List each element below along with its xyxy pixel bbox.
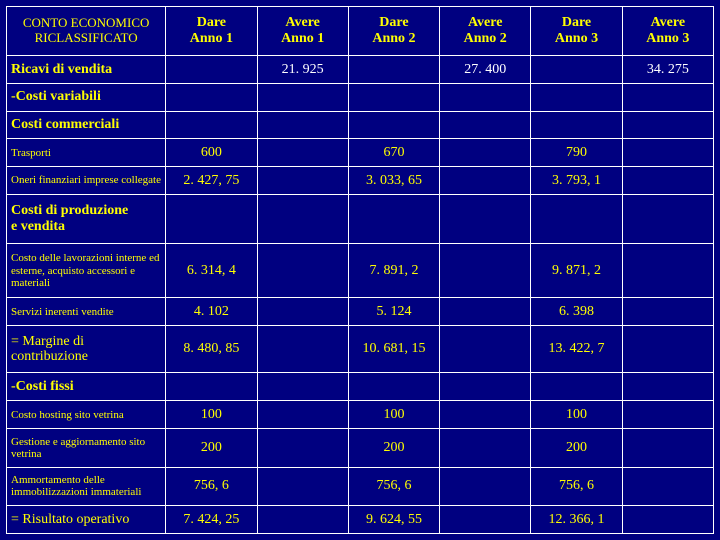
row-hosting: Costo hosting sito vetrina 100 100 100 <box>7 401 714 429</box>
row-costi-commerciali: Costi commerciali <box>7 111 714 139</box>
dare1: 200 <box>166 428 257 467</box>
row-trasporti: Trasporti 600 670 790 <box>7 139 714 167</box>
avere1: 21. 925 <box>257 56 348 84</box>
row-oneri: Oneri finanziari imprese collegate 2. 42… <box>7 167 714 195</box>
dare1: 8. 480, 85 <box>166 326 257 373</box>
table-container: CONTO ECONOMICO RICLASSIFICATO DareAnno … <box>0 0 720 540</box>
row-costi-variabili: -Costi variabili <box>7 83 714 111</box>
label: Costi di produzionee vendita <box>7 194 166 243</box>
dare3: 13. 422, 7 <box>531 326 622 373</box>
dare1: 756, 6 <box>166 467 257 506</box>
header-avere3: AvereAnno 3 <box>622 7 713 56</box>
label: Oneri finanziari imprese collegate <box>7 167 166 195</box>
dare3: 9. 871, 2 <box>531 243 622 298</box>
dare2: 5. 124 <box>348 298 439 326</box>
label: -Costi fissi <box>7 373 166 401</box>
label: = Risultato operativo <box>7 506 166 534</box>
dare3: 200 <box>531 428 622 467</box>
dare3: 3. 793, 1 <box>531 167 622 195</box>
row-costi-fissi: -Costi fissi <box>7 373 714 401</box>
row-ricavi: Ricavi di vendita 21. 925 27. 400 34. 27… <box>7 56 714 84</box>
avere3: 34. 275 <box>622 56 713 84</box>
dare3: 12. 366, 1 <box>531 506 622 534</box>
dare1: 4. 102 <box>166 298 257 326</box>
row-margine: = Margine dicontribuzione 8. 480, 85 10.… <box>7 326 714 373</box>
cell <box>531 56 622 84</box>
header-title-l1: CONTO ECONOMICO <box>23 15 150 30</box>
header-dare2: DareAnno 2 <box>348 7 439 56</box>
header-title-l2: RICLASSIFICATO <box>35 30 138 45</box>
label: Costi commerciali <box>7 111 166 139</box>
dare2: 9. 624, 55 <box>348 506 439 534</box>
cell <box>166 56 257 84</box>
cell <box>348 56 439 84</box>
dare1: 6. 314, 4 <box>166 243 257 298</box>
dare1: 7. 424, 25 <box>166 506 257 534</box>
dare2: 756, 6 <box>348 467 439 506</box>
dare3: 790 <box>531 139 622 167</box>
income-statement-table: CONTO ECONOMICO RICLASSIFICATO DareAnno … <box>6 6 714 534</box>
row-gestione: Gestione e aggiornamento sito vetrina 20… <box>7 428 714 467</box>
dare1: 2. 427, 75 <box>166 167 257 195</box>
dare3: 756, 6 <box>531 467 622 506</box>
dare1: 100 <box>166 401 257 429</box>
dare3: 6. 398 <box>531 298 622 326</box>
label: Costo delle lavorazioni interne ed ester… <box>7 243 166 298</box>
label-ricavi: Ricavi di vendita <box>7 56 166 84</box>
label: = Margine dicontribuzione <box>7 326 166 373</box>
label: Ammortamento delle immobilizzazioni imma… <box>7 467 166 506</box>
dare2: 200 <box>348 428 439 467</box>
header-avere1: AvereAnno 1 <box>257 7 348 56</box>
header-dare1: DareAnno 1 <box>166 7 257 56</box>
row-servizi: Servizi inerenti vendite 4. 102 5. 124 6… <box>7 298 714 326</box>
header-title: CONTO ECONOMICO RICLASSIFICATO <box>7 7 166 56</box>
header-dare3: DareAnno 3 <box>531 7 622 56</box>
dare2: 100 <box>348 401 439 429</box>
label: -Costi variabili <box>7 83 166 111</box>
dare2: 670 <box>348 139 439 167</box>
label: Trasporti <box>7 139 166 167</box>
dare1: 600 <box>166 139 257 167</box>
dare2: 3. 033, 65 <box>348 167 439 195</box>
header-row: CONTO ECONOMICO RICLASSIFICATO DareAnno … <box>7 7 714 56</box>
dare2: 7. 891, 2 <box>348 243 439 298</box>
row-costi-prod: Costi di produzionee vendita <box>7 194 714 243</box>
label: Servizi inerenti vendite <box>7 298 166 326</box>
avere2: 27. 400 <box>440 56 531 84</box>
dare2: 10. 681, 15 <box>348 326 439 373</box>
header-avere2: AvereAnno 2 <box>440 7 531 56</box>
row-lavorazioni: Costo delle lavorazioni interne ed ester… <box>7 243 714 298</box>
label: Costo hosting sito vetrina <box>7 401 166 429</box>
row-risultato: = Risultato operativo 7. 424, 25 9. 624,… <box>7 506 714 534</box>
row-ammort: Ammortamento delle immobilizzazioni imma… <box>7 467 714 506</box>
label: Gestione e aggiornamento sito vetrina <box>7 428 166 467</box>
dare3: 100 <box>531 401 622 429</box>
